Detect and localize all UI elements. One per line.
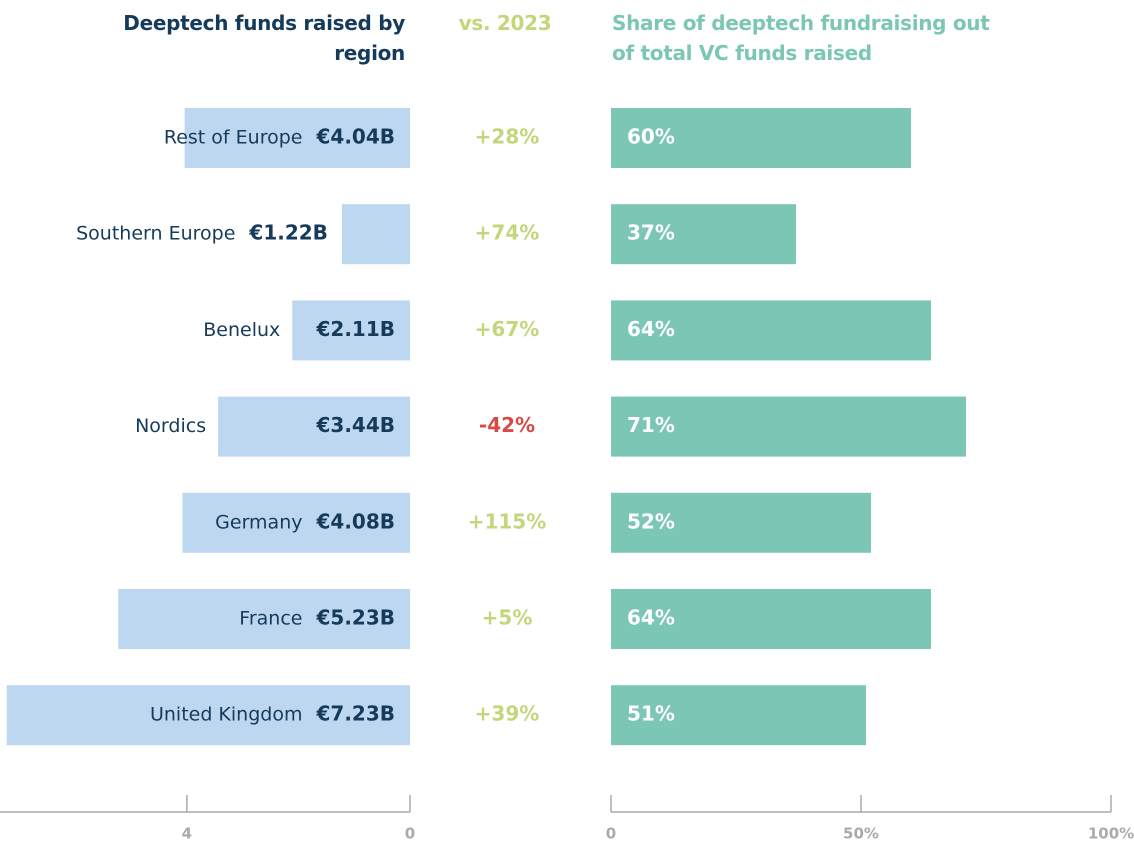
change-label: +5% [482,606,533,630]
value-label: 37% [627,221,675,245]
x-tick-label: 4 [182,825,192,843]
bar [611,204,796,265]
change-label: +115% [468,509,547,533]
change-label: -42% [479,413,535,437]
bar [341,204,410,265]
category-label: Benelux [203,319,280,341]
category-label: Nordics [135,415,206,437]
category-label: Rest of Europe [164,127,303,149]
bar [611,492,871,553]
bar [6,685,410,746]
change-label: +67% [475,317,540,341]
change-label: +28% [475,125,540,149]
value-label: €4.04B [315,125,395,149]
x-tick-label: 50% [843,825,879,843]
bar [611,589,931,649]
category-label: France [239,608,302,630]
value-label: €1.22B [248,221,328,245]
bar [118,589,410,649]
value-label: €4.08B [315,509,395,533]
value-label: 64% [627,317,675,341]
x-tick-label: 0 [606,825,616,843]
bar [611,396,966,457]
value-label: €7.23B [315,702,395,726]
value-label: 71% [627,413,675,437]
left-title: Deeptech funds raised by region [123,11,405,65]
value-label: 51% [627,702,675,726]
x-tick-label: 100% [1088,825,1134,843]
change-label: +74% [475,221,540,245]
right-title: Share of deeptech fundraising out of tot… [612,11,990,65]
bar [611,300,931,361]
value-label: 64% [627,606,675,630]
bar [218,396,410,457]
change-label: +39% [475,702,540,726]
value-label: 60% [627,125,675,149]
category-label: Southern Europe [76,223,235,245]
bar [611,685,866,746]
value-label: €5.23B [315,606,395,630]
value-label: €3.44B [315,413,395,437]
category-label: United Kingdom [150,704,303,726]
bar [182,492,410,553]
x-tick-label: 0 [405,825,415,843]
bar [292,300,410,361]
category-label: Germany [215,511,302,533]
bar [184,108,410,168]
change-title: vs. 2023 [458,11,552,35]
bar [611,108,911,168]
value-label: 52% [627,509,675,533]
value-label: €2.11B [315,317,395,341]
